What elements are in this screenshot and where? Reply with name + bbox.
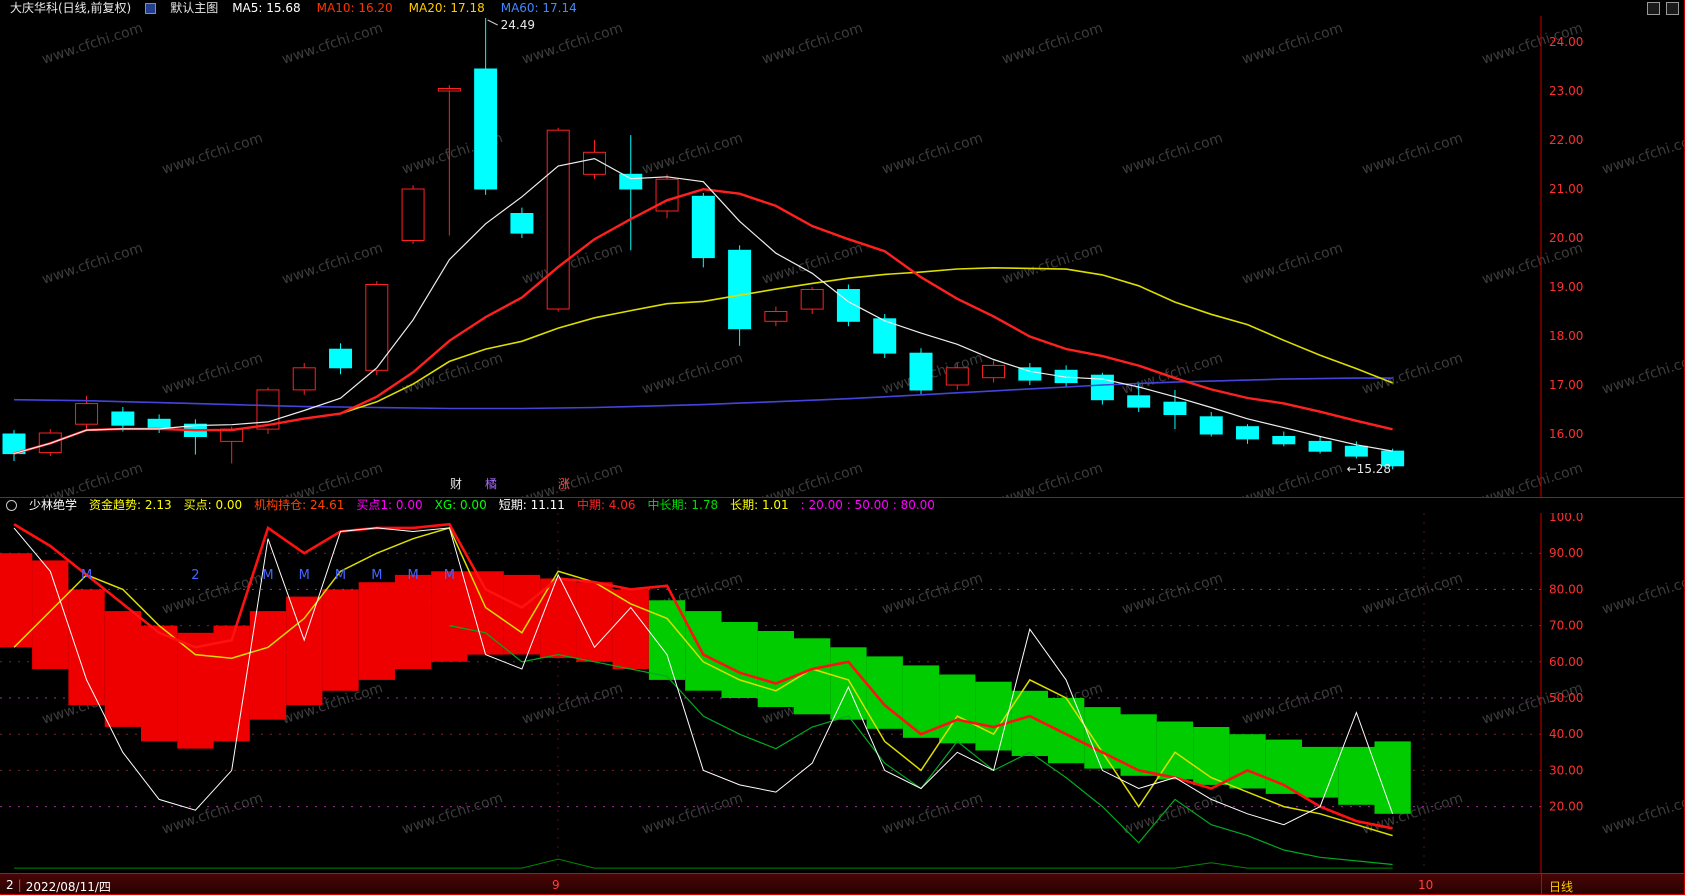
month-tick: 9 — [552, 878, 560, 892]
svg-text:100.0: 100.0 — [1549, 513, 1583, 524]
date-divider: | — [17, 878, 22, 892]
indicator-icon — [6, 500, 17, 511]
indicator-line — [13, 527, 1394, 826]
svg-text:22.00: 22.00 — [1549, 133, 1583, 147]
svg-text:M: M — [81, 568, 92, 583]
axis-divider — [1541, 874, 1542, 895]
ma-label: MA60: 17.14 — [500, 1, 577, 15]
svg-text:30.00: 30.00 — [1549, 763, 1583, 777]
indicator-field: 机构持仓: 24.61 — [254, 498, 345, 512]
svg-text:M: M — [299, 568, 310, 583]
svg-text:M: M — [407, 568, 418, 583]
price-axis: 24.00 23.00 22.00 21.00 20.00 19.00 18.00 17.00… — [1549, 35, 1583, 441]
month-tick: 10 — [1418, 878, 1434, 892]
indicator-line — [13, 526, 1393, 837]
indicator-chart[interactable]: M 2 M M M M M M 100.0 90.00 80.00 70.00 60.00 50.00 40… — [0, 513, 1685, 873]
period-selector[interactable]: 日线 — [1549, 880, 1574, 894]
svg-text:18.00: 18.00 — [1549, 329, 1583, 343]
status-bar: 2 | 2022/08/11/四 9 10 日线 — [0, 873, 1685, 895]
svg-text:19.00: 19.00 — [1549, 280, 1583, 294]
svg-text:17.00: 17.00 — [1549, 378, 1583, 392]
indicator-field: : 20.00 : 50.00 : 80.00 — [800, 498, 935, 512]
bar-count: 2 — [6, 878, 14, 892]
svg-text:财: 财 — [450, 477, 462, 491]
svg-text:16.00: 16.00 — [1549, 427, 1583, 441]
indicator-field: 中长期: 1.78 — [647, 498, 719, 512]
svg-text:90.00: 90.00 — [1549, 546, 1583, 560]
svg-text:70.00: 70.00 — [1549, 619, 1583, 633]
chart-mode-dropdown[interactable]: 默认主图 — [170, 1, 219, 15]
indicator-field: XG: 0.00 — [434, 498, 487, 512]
svg-text:20.00: 20.00 — [1549, 231, 1583, 245]
main-candlestick-chart[interactable]: 24.00 23.00 22.00 21.00 20.00 19.00 18.00 17.00… — [0, 16, 1685, 497]
chart-style-icon[interactable] — [145, 2, 157, 14]
svg-text:M: M — [262, 568, 273, 583]
indicator-header: 少林绝学 资金趋势: 2.13 买点: 0.00 机构持仓: 24.61 买点1: 0… — [0, 497, 1685, 513]
indicator-field: 短期: 11.11 — [498, 498, 565, 512]
title-bar: 大庆华科(日线,前复权) 默认主图 MA5: 15.68 MA10: 16.20 M… — [0, 0, 1685, 16]
ma-line — [13, 377, 1393, 410]
trend-band — [0, 553, 1411, 814]
candlesticks — [2, 18, 1405, 470]
indicator-field: 中期: 4.06 — [576, 498, 636, 512]
ma-line — [13, 157, 1393, 455]
ma-label: MA20: 17.18 — [408, 1, 485, 15]
svg-text:2: 2 — [191, 568, 199, 583]
svg-text:24.00: 24.00 — [1549, 35, 1583, 49]
svg-text:涨: 涨 — [558, 476, 570, 491]
svg-text:50.00: 50.00 — [1549, 691, 1583, 705]
svg-text:23.00: 23.00 — [1549, 84, 1583, 98]
svg-text:M: M — [444, 568, 455, 583]
svg-text:橘: 橘 — [485, 476, 497, 491]
indicator-name[interactable]: 少林绝学 — [29, 498, 78, 512]
svg-text:40.00: 40.00 — [1549, 727, 1583, 741]
svg-text:←15.28: ←15.28 — [1347, 462, 1391, 476]
new-window-icon[interactable] — [1666, 2, 1679, 15]
svg-text:24.49: 24.49 — [501, 18, 535, 32]
stock-title: 大庆华科(日线,前复权) — [10, 1, 132, 15]
indicator-field: 买点: 0.00 — [183, 498, 243, 512]
indicator-line — [14, 858, 1393, 869]
indicator-line — [13, 522, 1393, 830]
indicator-field: 买点1: 0.00 — [356, 498, 423, 512]
cursor-date: 2022/08/11/四 — [25, 880, 111, 894]
window-icons — [1647, 2, 1679, 15]
indicator-values: 资金趋势: 2.13 买点: 0.00 机构持仓: 24.61 买点1: 0.00 XG… — [89, 498, 935, 513]
ma-label: MA10: 16.20 — [316, 1, 393, 15]
svg-text:20.00: 20.00 — [1549, 800, 1583, 814]
svg-text:80.00: 80.00 — [1549, 582, 1583, 596]
date-label: 2 | 2022/08/11/四 — [6, 878, 111, 895]
svg-text:21.00: 21.00 — [1549, 182, 1583, 196]
indicator-axis: 100.0 90.00 80.00 70.00 60.00 50.00 40.00 30.00… — [1549, 513, 1583, 814]
panel-layout-icon[interactable] — [1647, 2, 1660, 15]
svg-text:M: M — [371, 568, 382, 583]
ma-values: MA5: 15.68 MA10: 16.20 MA20: 17.18 MA60: 17… — [232, 0, 577, 16]
ma-line — [13, 187, 1393, 455]
ma-line — [13, 266, 1393, 455]
indicator-field: 资金趋势: 2.13 — [89, 498, 172, 512]
ma-label: MA5: 15.68 — [232, 1, 301, 15]
indicator-field: 长期: 1.01 — [730, 498, 789, 512]
svg-text:M: M — [335, 568, 346, 583]
svg-text:60.00: 60.00 — [1549, 655, 1583, 669]
